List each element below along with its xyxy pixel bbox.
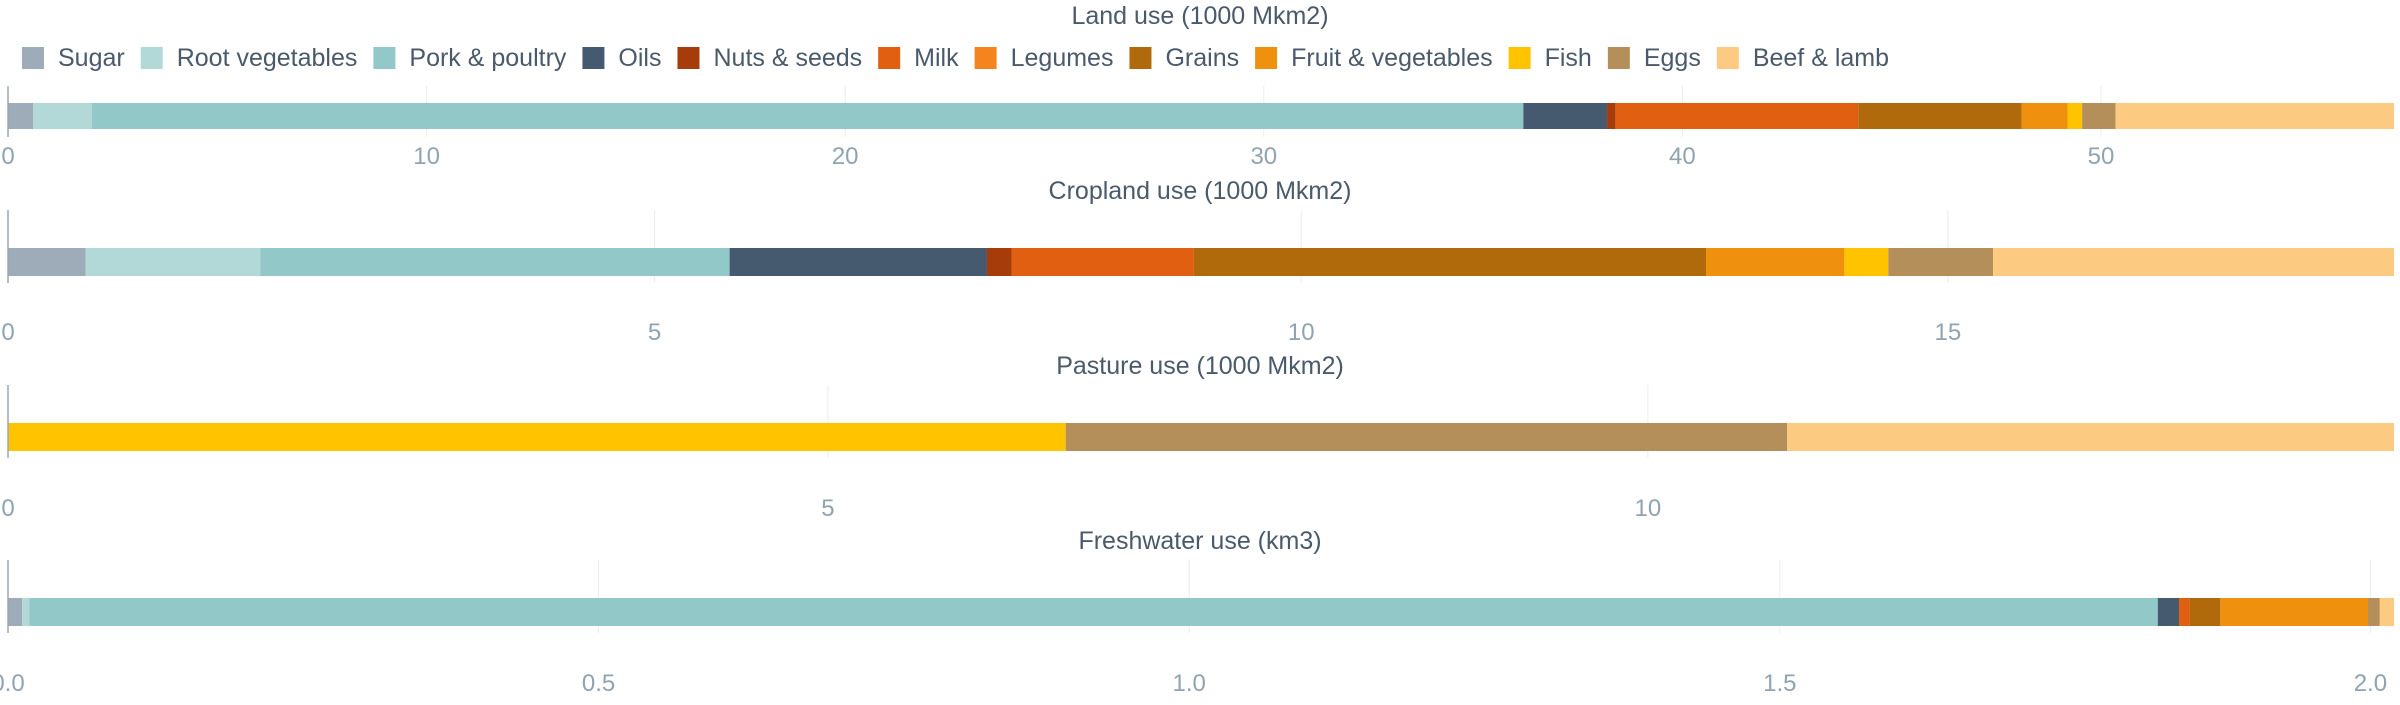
legend-item[interactable]: Beef & lamb (1716, 44, 1889, 72)
tick-label: 1.5 (1763, 670, 1796, 697)
bar-segment-pork-poultry[interactable] (260, 248, 730, 276)
legend-label: Nuts & seeds (713, 44, 862, 72)
chart-title: Cropland use (1000 Mkm2) (1049, 177, 1352, 205)
bar-segment-grains[interactable] (2189, 598, 2221, 626)
legend-label: Root vegetables (177, 44, 358, 72)
tick-label: 0 (1, 319, 14, 346)
tick-label: 2.0 (2354, 670, 2387, 697)
legend-swatch (1255, 47, 1278, 69)
bar-segment-sugar[interactable] (8, 248, 86, 276)
bar-segment-pork-poultry[interactable] (91, 103, 1524, 129)
legend-item[interactable]: Milk (878, 44, 959, 72)
tick-label: 0.0 (0, 670, 25, 697)
legend-label: Pork & poultry (409, 44, 567, 72)
legend-swatch (582, 47, 605, 69)
legend-item[interactable]: Sugar (22, 44, 125, 72)
tick-label: 5 (821, 495, 834, 522)
legend-label: Sugar (58, 44, 125, 72)
legend-swatch (974, 47, 997, 69)
legend-label: Grains (1165, 44, 1239, 72)
chart-panel: Pasture use (1000 Mkm2) 0 5 10 (1, 352, 2394, 522)
bar-segment-eggs[interactable] (2368, 598, 2380, 626)
bar-segment-fruit-vegetables[interactable] (1706, 248, 1845, 276)
legend-item[interactable]: Legumes (974, 44, 1114, 72)
legend-item[interactable]: Nuts & seeds (677, 44, 862, 72)
tick-label: 10 (413, 143, 440, 170)
legend-item[interactable]: Fruit & vegetables (1255, 44, 1493, 72)
legend-swatch (677, 47, 700, 69)
legend-item[interactable]: Eggs (1607, 44, 1701, 72)
bar-segment-fruit-vegetables[interactable] (2021, 103, 2068, 129)
tick-label: 15 (1934, 319, 1961, 346)
bar-segment-nuts-seeds[interactable] (986, 248, 1012, 276)
legend-label: Beef & lamb (1753, 44, 1889, 72)
tick-label: 0.5 (582, 670, 615, 697)
legend-item[interactable]: Oils (582, 44, 661, 72)
bar-segment-sugar[interactable] (8, 103, 34, 129)
tick-label: 20 (832, 143, 859, 170)
bar-segment-oils[interactable] (1523, 103, 1608, 129)
bar-segment-grains[interactable] (1193, 248, 1707, 276)
bar-segment-root-vegetables[interactable] (33, 103, 92, 129)
bar-segment-beef-lamb[interactable] (1787, 423, 2394, 451)
legend-swatch (878, 47, 901, 69)
bar-segment-beef-lamb[interactable] (1993, 248, 2394, 276)
bar-segment-eggs[interactable] (1888, 248, 1994, 276)
bar-segment-oils[interactable] (2157, 598, 2180, 626)
legend-item[interactable]: Fish (1508, 44, 1592, 72)
legend-label: Fish (1545, 44, 1592, 72)
bar-segment-root-vegetables[interactable] (85, 248, 261, 276)
bar-segment-beef-lamb[interactable] (2115, 103, 2394, 129)
legend-label: Fruit & vegetables (1291, 44, 1493, 72)
bar-segment-pork-poultry[interactable] (29, 598, 2158, 626)
tick-label: 5 (648, 319, 661, 346)
legend-swatch (22, 47, 44, 69)
legend-swatch (1716, 47, 1739, 69)
bar-segment-milk[interactable] (2179, 598, 2190, 626)
bar-segment-fish[interactable] (8, 423, 1066, 451)
bar-segment-fruit-vegetables[interactable] (2220, 598, 2369, 626)
bar-segment-milk[interactable] (1011, 248, 1194, 276)
tick-label: 50 (2088, 143, 2115, 170)
legend-item[interactable]: Pork & poultry (373, 44, 567, 72)
bar-segment-fish[interactable] (1844, 248, 1889, 276)
legend-label: Milk (914, 44, 959, 72)
tick-label: 1.0 (1173, 670, 1206, 697)
chart-title: Pasture use (1000 Mkm2) (1056, 352, 1344, 380)
legend-item[interactable]: Root vegetables (140, 44, 358, 72)
tick-label: 0 (1, 495, 14, 522)
tick-label: 10 (1635, 495, 1662, 522)
legend-label: Legumes (1011, 44, 1114, 72)
legend-swatch (1508, 47, 1531, 69)
chart-panel: Land use (1000 Mkm2) 0 10 20 30 40 50 (1, 2, 2394, 170)
chart-panel: Freshwater use (km3) 0.0 0.5 1.0 1.5 2.0 (0, 527, 2394, 697)
legend-item[interactable]: Grains (1129, 44, 1239, 72)
bar-segment-oils[interactable] (729, 248, 987, 276)
tick-label: 0 (1, 143, 14, 170)
chart-title: Freshwater use (km3) (1078, 527, 1321, 555)
tick-label: 40 (1669, 143, 1696, 170)
legend-swatch (373, 47, 396, 69)
bar-segment-milk[interactable] (1615, 103, 1859, 129)
chart-title: Land use (1000 Mkm2) (1071, 2, 1328, 30)
tick-label: 10 (1288, 319, 1315, 346)
bar-segment-root-vegetables[interactable] (22, 598, 30, 626)
legend-label: Eggs (1644, 44, 1701, 72)
bar-segment-nuts-seeds[interactable] (1607, 103, 1616, 129)
legend-swatch (1607, 47, 1630, 69)
tick-label: 30 (1250, 143, 1277, 170)
bar-segment-eggs[interactable] (2082, 103, 2116, 129)
bar-segment-beef-lamb[interactable] (2379, 598, 2394, 626)
bar-segment-sugar[interactable] (8, 598, 23, 626)
bar-segment-grains[interactable] (1858, 103, 2022, 129)
chart-panel: Cropland use (1000 Mkm2) 0 5 10 15 (1, 177, 2394, 346)
legend-swatch (1129, 47, 1152, 69)
legend-label: Oils (618, 44, 661, 72)
bar-segment-eggs[interactable] (1065, 423, 1788, 451)
bar-segment-fish[interactable] (2067, 103, 2083, 129)
legend-swatch (140, 47, 163, 69)
